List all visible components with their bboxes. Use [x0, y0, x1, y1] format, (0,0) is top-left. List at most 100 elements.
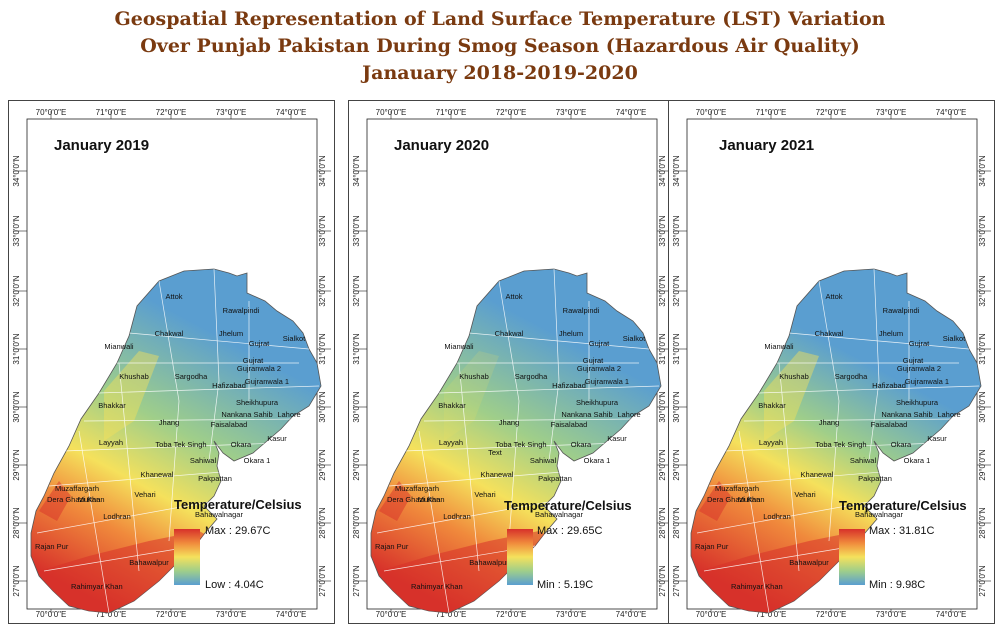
district-label: Okara 1	[584, 456, 611, 465]
district-label: Gujrat	[583, 356, 604, 365]
lat-tick-label: 34°0'0"N	[672, 155, 681, 186]
legend-min-label: Min : 9.98C	[869, 579, 926, 591]
lat-tick-label: 33°0'0"N	[352, 215, 361, 246]
district-label: Gujranwala 2	[897, 364, 941, 373]
district-label: Sialkot	[283, 334, 306, 343]
legend-title: Temperature/Celsius	[174, 497, 302, 512]
lat-tick-label: 32°0'0"N	[318, 275, 327, 306]
map-panel-1: 70°0'0"E 70°0'0"E 71°0'0"E 71°0'0"E 72°0'0"E…	[8, 100, 335, 624]
lat-tick-label: 34°0'0"N	[658, 155, 667, 186]
district-label: Pakpattan	[198, 474, 232, 483]
district-label: Layyah	[439, 438, 463, 447]
district-label: Dera Ghazi Khan	[387, 495, 445, 504]
lon-tick-label: 71°0'0"E	[436, 108, 467, 117]
district-label: Rahimyar Khan	[411, 582, 463, 591]
district-label: Okara 1	[904, 456, 931, 465]
lat-tick-label: 33°0'0"N	[978, 215, 987, 246]
lat-tick-label: 31°0'0"N	[318, 333, 327, 364]
district-label: Bahawalnagar	[535, 510, 583, 519]
lon-tick-label: 73°0'0"E	[556, 108, 587, 117]
district-label: Sahiwal	[850, 456, 877, 465]
district-label: Rajan Pur	[375, 542, 409, 551]
lst-map-1: 70°0'0"E 70°0'0"E 71°0'0"E 71°0'0"E 72°0'0"E…	[12, 108, 331, 619]
district-label: Rawalpindi	[223, 306, 260, 315]
lon-tick-label: 74°0'0"E	[276, 108, 307, 117]
district-label: Lodhran	[443, 512, 471, 521]
district-label: Jhelum	[559, 329, 583, 338]
lst-map-3: 70°0'0"E 70°0'0"E 71°0'0"E 71°0'0"E 72°0'0"E…	[672, 108, 991, 619]
district-label: Dera Ghazi Khan	[47, 495, 105, 504]
lon-tick-label: 74°0'0"E	[936, 108, 967, 117]
legend-min-label: Min : 5.19C	[537, 579, 594, 591]
district-label: Bhakkar	[758, 401, 786, 410]
lon-tick-label: 72°0'0"E	[816, 610, 847, 619]
district-label: Layyah	[759, 438, 783, 447]
district-label: Bhakkar	[438, 401, 466, 410]
lon-tick-label: 73°0'0"E	[876, 108, 907, 117]
district-label: Rahimyar Khan	[71, 582, 123, 591]
lon-tick-label: 71°0'0"E	[96, 108, 127, 117]
legend-color-ramp	[507, 529, 533, 585]
lat-tick-label: 29°0'0"N	[672, 449, 681, 480]
lat-tick-label: 31°0'0"N	[352, 333, 361, 364]
district-label: Hafizabad	[212, 381, 246, 390]
map-panel-2: 70°0'0"E 70°0'0"E 71°0'0"E 71°0'0"E 72°0'0"E…	[348, 100, 675, 624]
district-label: Khanewal	[141, 470, 174, 479]
lat-tick-label: 28°0'0"N	[12, 507, 21, 538]
district-label: Vehari	[134, 490, 156, 499]
district-label: Attok	[505, 292, 522, 301]
district-label: Multan	[738, 495, 761, 504]
lon-tick-label: 70°0'0"E	[376, 610, 407, 619]
lat-tick-label: 32°0'0"N	[658, 275, 667, 306]
lat-tick-label: 29°0'0"N	[12, 449, 21, 480]
district-label: Gujrat	[589, 339, 610, 348]
district-label: Chakwal	[495, 329, 524, 338]
district-label: Bahawalnagar	[195, 510, 243, 519]
district-label: Mianwali	[764, 342, 794, 351]
lon-tick-label: 71°0'0"E	[436, 610, 467, 619]
main-title: Geospatial Representation of Land Surfac…	[0, 6, 1000, 87]
lat-tick-label: 28°0'0"N	[672, 507, 681, 538]
legend-title: Temperature/Celsius	[504, 498, 632, 513]
lat-tick-label: 30°0'0"N	[672, 391, 681, 422]
district-label: Jhang	[499, 418, 519, 427]
lat-tick-label: 32°0'0"N	[978, 275, 987, 306]
lat-tick-label: 29°0'0"N	[978, 449, 987, 480]
district-label: Toba Tek Singh	[155, 440, 206, 449]
district-label: Rajan Pur	[35, 542, 69, 551]
district-label: Layyah	[99, 438, 123, 447]
district-label: Khanewal	[801, 470, 834, 479]
lat-tick-label: 32°0'0"N	[352, 275, 361, 306]
lon-tick-label: 71°0'0"E	[96, 610, 127, 619]
district-label: Vehari	[474, 490, 496, 499]
district-label: Rajan Pur	[695, 542, 729, 551]
map-panel-3: 70°0'0"E 70°0'0"E 71°0'0"E 71°0'0"E 72°0'0"E…	[668, 100, 995, 624]
panel-title: January 2020	[394, 137, 490, 154]
lat-tick-label: 31°0'0"N	[658, 333, 667, 364]
district-label: Okara 1	[244, 456, 271, 465]
district-label: Sheikhupura	[236, 398, 279, 407]
district-label: Bahawalnagar	[855, 510, 903, 519]
lat-tick-label: 27°0'0"N	[672, 565, 681, 596]
district-label: Attok	[825, 292, 842, 301]
district-label: Rahimyar Khan	[731, 582, 783, 591]
district-label: Faisalabad	[211, 420, 248, 429]
district-label: Pakpattan	[538, 474, 572, 483]
lon-tick-label: 70°0'0"E	[36, 610, 67, 619]
district-label: Hafizabad	[872, 381, 906, 390]
district-label: Muzaffargarh	[55, 484, 99, 493]
lst-map-2: 70°0'0"E 70°0'0"E 71°0'0"E 71°0'0"E 72°0'0"E…	[352, 108, 671, 619]
district-label: Khanewal	[481, 470, 514, 479]
district-label: Hafizabad	[552, 381, 586, 390]
lat-tick-label: 31°0'0"N	[978, 333, 987, 364]
district-label: Sargodha	[515, 372, 548, 381]
district-label: Sialkot	[943, 334, 966, 343]
district-label: Lahore	[277, 410, 300, 419]
legend-color-ramp	[174, 529, 200, 585]
lon-tick-label: 72°0'0"E	[496, 610, 527, 619]
lat-tick-label: 30°0'0"N	[12, 391, 21, 422]
lon-tick-label: 70°0'0"E	[376, 108, 407, 117]
title-line-1: Geospatial Representation of Land Surfac…	[114, 8, 886, 30]
lat-tick-label: 30°0'0"N	[352, 391, 361, 422]
lat-tick-label: 27°0'0"N	[978, 565, 987, 596]
